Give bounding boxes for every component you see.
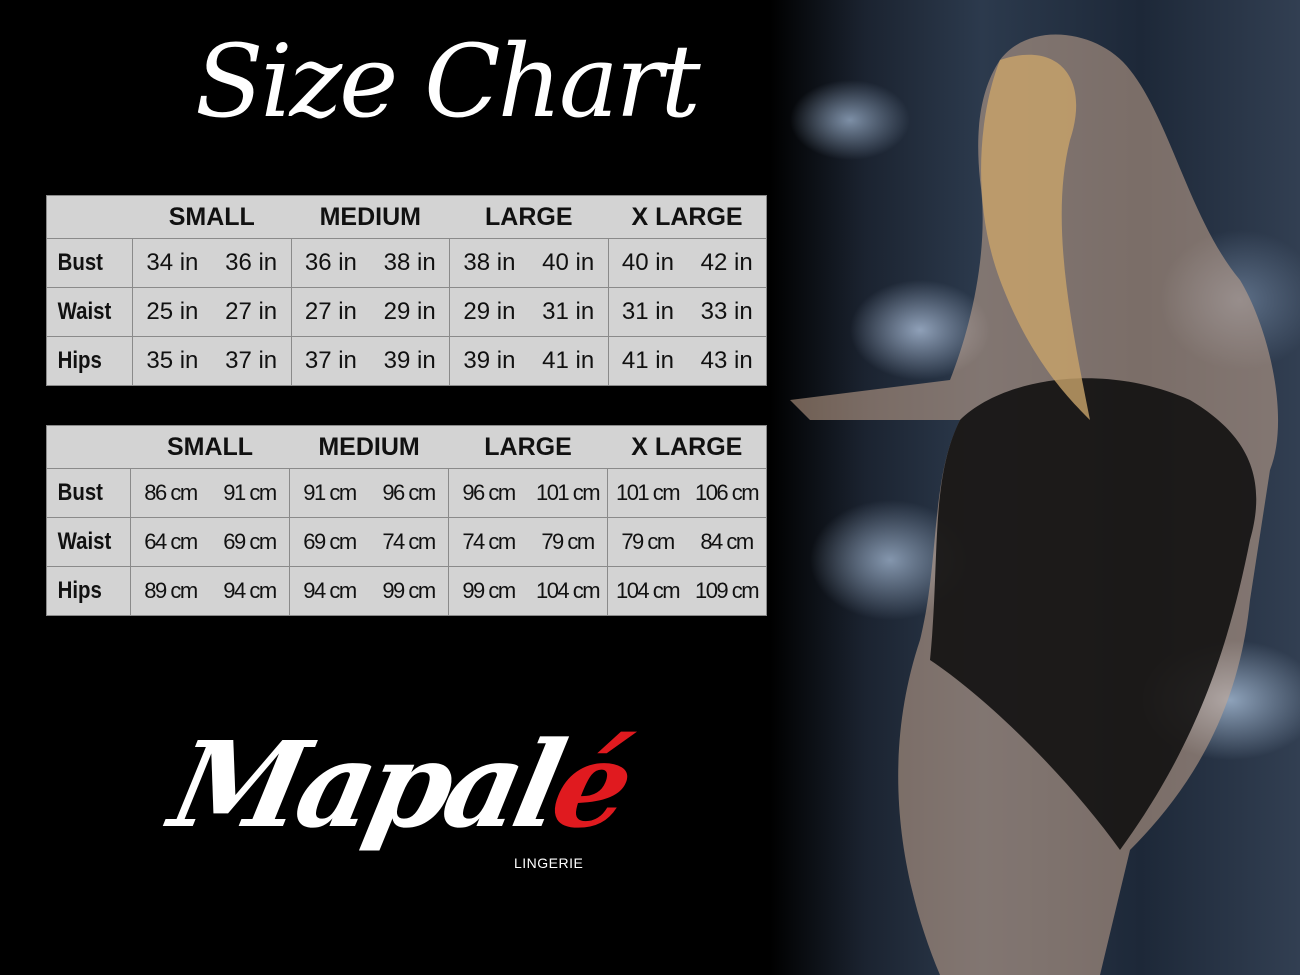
measure-value: 38 in [449, 238, 529, 288]
measure-value: 104 cm [528, 566, 609, 616]
measure-value: 101 cm [528, 468, 609, 518]
corner-cell [46, 195, 133, 239]
measure-value: 40 in [528, 238, 609, 288]
table-row: Bust 34 in 36 in 36 in 38 in 38 in 40 in 40 in 4… [46, 238, 768, 288]
size-table-centimeters: SMALL MEDIUM LARGE X LARGE Bust 86 cm 91 cm 91 … [46, 425, 768, 616]
size-table-inches: SMALL MEDIUM LARGE X LARGE Bust 34 in 36 in 36 … [46, 195, 768, 386]
measure-label: Waist [46, 287, 121, 337]
table-row: Hips 89 cm 94 cm 94 cm 99 cm 99 cm 104 cm 104 c… [46, 566, 768, 616]
measure-value: 31 in [607, 287, 688, 337]
measure-value: 86 cm [130, 468, 210, 518]
measure-value: 99 cm [369, 566, 450, 616]
measure-value: 31 in [528, 287, 609, 337]
measure-value: 33 in [687, 287, 768, 337]
measure-value: 39 in [449, 336, 529, 386]
mapale-logo: Mapalé [160, 715, 639, 854]
size-header: SMALL [130, 425, 290, 469]
measure-value: 94 cm [289, 566, 370, 616]
measure-value: 34 in [131, 238, 212, 288]
measure-value: 36 in [290, 238, 371, 288]
measure-value: 91 cm [289, 468, 370, 518]
measure-value: 101 cm [607, 468, 688, 518]
table-row: Hips 35 in 37 in 37 in 39 in 39 in 41 in 41 in 4… [46, 336, 768, 386]
measure-value: 109 cm [687, 566, 768, 616]
table-row: Waist 25 in 27 in 27 in 29 in 29 in 31 in 31 in… [46, 287, 768, 337]
measure-value: 89 cm [130, 566, 210, 616]
measure-value: 41 in [528, 336, 609, 386]
measure-value: 25 in [131, 287, 212, 337]
measure-value: 42 in [687, 238, 768, 288]
measure-value: 96 cm [448, 468, 529, 518]
measure-label: Waist [46, 517, 119, 567]
measure-label: Bust [46, 238, 121, 288]
measure-value: 79 cm [607, 517, 688, 567]
measure-value: 74 cm [448, 517, 529, 567]
size-header: X LARGE [607, 425, 768, 469]
measure-value: 106 cm [687, 468, 768, 518]
logo-subtitle: LINGERIE [514, 855, 584, 871]
table-row: Waist 64 cm 69 cm 69 cm 74 cm 74 cm 79 cm 79 cm… [46, 517, 768, 567]
size-header: LARGE [449, 195, 609, 239]
measure-label: Bust [46, 468, 119, 518]
header-row: SMALL MEDIUM LARGE X LARGE [46, 425, 768, 469]
measure-value: 96 cm [369, 468, 450, 518]
measure-label: Hips [46, 336, 121, 386]
measure-value: 27 in [211, 287, 292, 337]
measure-value: 29 in [449, 287, 529, 337]
measure-value: 37 in [211, 336, 292, 386]
measure-value: 37 in [290, 336, 371, 386]
size-header: SMALL [132, 195, 292, 239]
measure-value: 40 in [607, 238, 688, 288]
logo-text: Mapal [160, 715, 571, 854]
measure-value: 74 cm [369, 517, 450, 567]
corner-cell [46, 425, 131, 469]
measure-value: 94 cm [210, 566, 291, 616]
header-row: SMALL MEDIUM LARGE X LARGE [46, 195, 768, 239]
measure-value: 38 in [370, 238, 451, 288]
page-title: Size Chart [195, 23, 701, 140]
size-header: LARGE [448, 425, 608, 469]
measure-value: 36 in [211, 238, 292, 288]
measure-value: 64 cm [130, 517, 210, 567]
measure-value: 79 cm [528, 517, 609, 567]
model-figure [790, 34, 1279, 975]
measure-value: 29 in [370, 287, 451, 337]
measure-value: 69 cm [289, 517, 370, 567]
size-header: MEDIUM [289, 425, 449, 469]
measure-value: 35 in [131, 336, 212, 386]
measure-value: 91 cm [210, 468, 291, 518]
size-header: X LARGE [608, 195, 768, 239]
measure-value: 69 cm [210, 517, 291, 567]
size-header: MEDIUM [291, 195, 450, 239]
measure-value: 43 in [687, 336, 768, 386]
measure-value: 84 cm [687, 517, 768, 567]
table-row: Bust 86 cm 91 cm 91 cm 96 cm 96 cm 101 cm 101 c… [46, 468, 768, 518]
measure-label: Hips [46, 566, 119, 616]
measure-value: 41 in [607, 336, 688, 386]
measure-value: 99 cm [448, 566, 529, 616]
measure-value: 104 cm [607, 566, 688, 616]
measure-value: 39 in [370, 336, 451, 386]
measure-value: 27 in [290, 287, 371, 337]
